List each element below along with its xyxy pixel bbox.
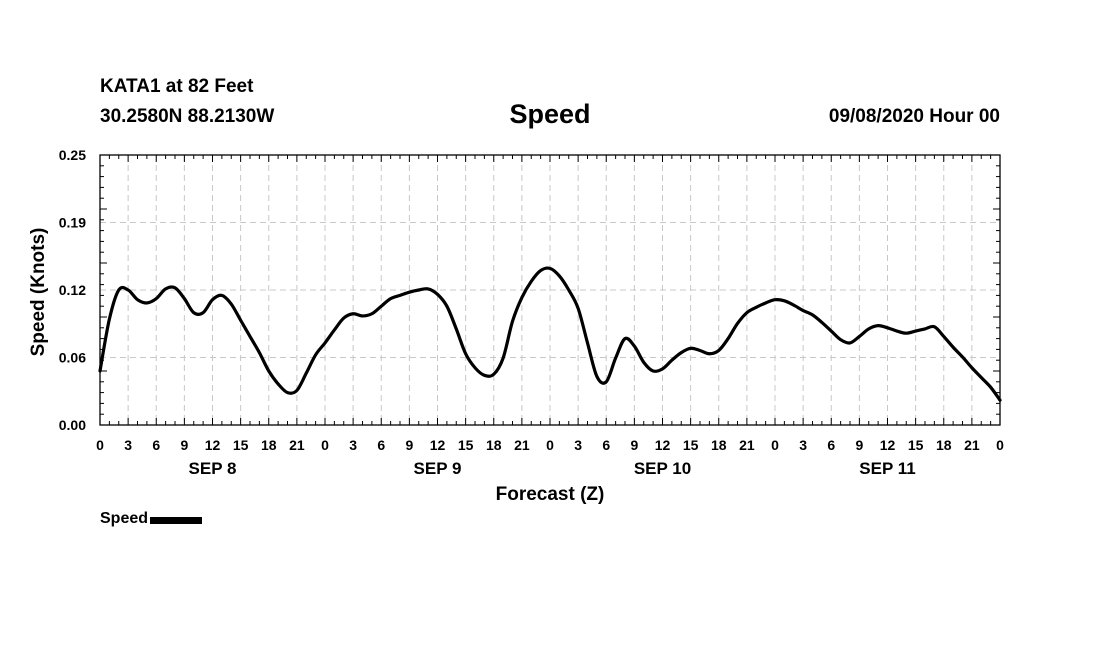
- x-tick-label: 0: [546, 437, 554, 453]
- y-axis-label: Speed (Knots): [28, 228, 49, 357]
- x-tick-label: 15: [683, 437, 699, 453]
- y-tick-label: 0.25: [59, 147, 86, 163]
- x-tick-label: 9: [405, 437, 413, 453]
- legend-label: Speed: [100, 510, 149, 527]
- x-tick-label: 18: [486, 437, 502, 453]
- x-tick-label: 0: [771, 437, 779, 453]
- y-tick-label: 0.19: [59, 215, 86, 231]
- minor-ticks: [99, 154, 1001, 426]
- x-tick-label: 0: [996, 437, 1004, 453]
- x-tick-label: 12: [880, 437, 896, 453]
- x-tick-label: 18: [936, 437, 952, 453]
- y-tick-label: 0.12: [59, 282, 86, 298]
- x-tick-label: 21: [739, 437, 755, 453]
- x-tick-label: 12: [655, 437, 671, 453]
- x-tick-label: 18: [711, 437, 727, 453]
- x-tick-label: 3: [799, 437, 807, 453]
- y-tick-label: 0.06: [59, 350, 86, 366]
- chart-grid: [100, 155, 1000, 425]
- x-tick-label: 21: [289, 437, 305, 453]
- x-tick-label: 3: [124, 437, 132, 453]
- plot-frame: [99, 154, 1001, 426]
- x-tick-label: 9: [180, 437, 188, 453]
- x-tick-label: 9: [630, 437, 638, 453]
- x-tick-label: 12: [205, 437, 221, 453]
- x-tick-label: 15: [458, 437, 474, 453]
- x-tick-label: 0: [96, 437, 104, 453]
- forecast-timestamp: 09/08/2020 Hour 00: [828, 106, 1000, 127]
- chart-title: Speed: [509, 99, 591, 129]
- day-label: SEP 9: [414, 459, 462, 478]
- x-tick-label: 18: [261, 437, 277, 453]
- series-layer: [98, 266, 1002, 402]
- day-label: SEP 11: [859, 459, 915, 478]
- legend-swatch: [150, 517, 203, 524]
- x-tick-label: 12: [430, 437, 446, 453]
- legend: Speed: [100, 510, 203, 528]
- x-tick-label: 0: [321, 437, 329, 453]
- x-tick-label: 6: [827, 437, 835, 453]
- series-line-speed: [98, 266, 1002, 402]
- x-tick-label: 15: [908, 437, 924, 453]
- x-tick-label: 3: [349, 437, 357, 453]
- day-label: SEP 10: [634, 459, 691, 478]
- x-axis-ticks: 0 3 6 9 12 15 18 21 0 3 6 9 12 15 18 21 0 3 6 9 12 15 18 21 0 3 6 9…: [96, 437, 1004, 453]
- x-tick-label: 21: [514, 437, 530, 453]
- y-tick-label: 0.00: [59, 417, 86, 433]
- y-axis-ticks: 0.00 0.06 0.12 0.19 0.25: [59, 147, 86, 433]
- day-label: SEP 8: [189, 459, 237, 478]
- x-tick-label: 6: [377, 437, 385, 453]
- x-tick-label: 21: [964, 437, 980, 453]
- x-tick-label: 9: [855, 437, 863, 453]
- x-tick-label: 6: [602, 437, 610, 453]
- x-tick-label: 3: [574, 437, 582, 453]
- x-tick-label: 6: [152, 437, 160, 453]
- x-tick-label: 15: [233, 437, 249, 453]
- station-label: KATA1 at 82 Feet: [100, 76, 254, 97]
- x-axis-label: Forecast (Z): [496, 484, 605, 505]
- station-coordinates: 30.2580N 88.2130W: [100, 106, 275, 127]
- day-labels: SEP 8 SEP 9 SEP 10 SEP 11: [189, 459, 916, 478]
